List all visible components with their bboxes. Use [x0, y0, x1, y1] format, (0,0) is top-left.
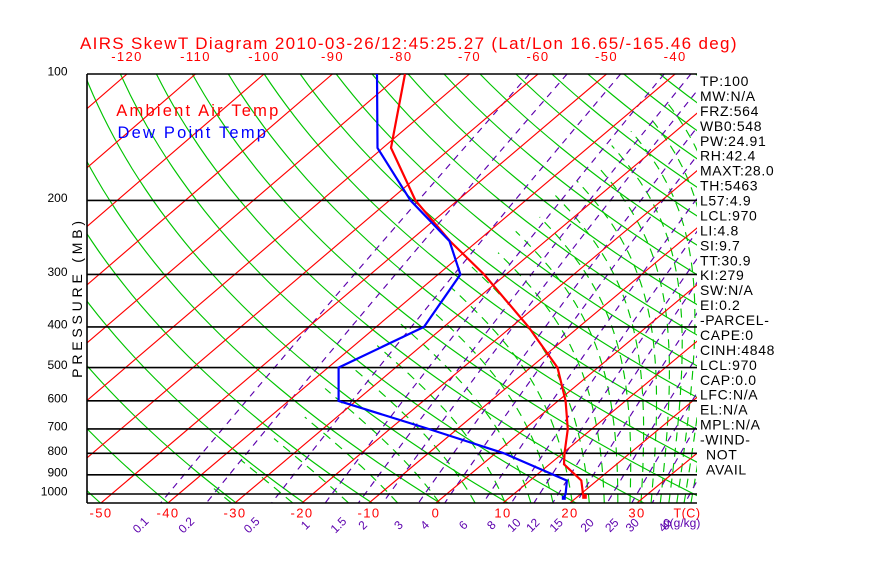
svg-text:L57:4.9: L57:4.9 [700, 193, 751, 209]
svg-text:CINH:4848: CINH:4848 [700, 342, 775, 358]
svg-text:KI:279: KI:279 [700, 267, 744, 283]
svg-text:-90: -90 [321, 49, 344, 64]
svg-text:MW:N/A: MW:N/A [700, 88, 756, 104]
svg-text:-50: -50 [595, 49, 618, 64]
svg-text:-70: -70 [458, 49, 481, 64]
svg-text:200: 200 [47, 191, 67, 205]
svg-text:AIRS SkewT Diagram 2010-03-26/: AIRS SkewT Diagram 2010-03-26/12:45:25.2… [80, 34, 738, 53]
svg-text:400: 400 [47, 317, 67, 331]
svg-text:-60: -60 [527, 49, 550, 64]
svg-text:NOT: NOT [706, 447, 738, 463]
svg-text:-10: -10 [358, 506, 381, 521]
svg-text:0: 0 [432, 506, 441, 521]
svg-text:300: 300 [47, 265, 67, 279]
svg-text:-20: -20 [291, 506, 314, 521]
svg-text:CAPE:0: CAPE:0 [700, 327, 754, 343]
svg-text:FRZ:564: FRZ:564 [700, 103, 759, 119]
svg-text:LFC:N/A: LFC:N/A [700, 387, 758, 403]
svg-text:800: 800 [47, 444, 67, 458]
svg-text:LCL:970: LCL:970 [700, 357, 757, 373]
svg-text:TT:30.9: TT:30.9 [700, 252, 751, 268]
svg-text:Ambient Air Temp: Ambient Air Temp [116, 102, 280, 120]
svg-text:WB0:548: WB0:548 [700, 118, 762, 134]
svg-text:-40: -40 [157, 506, 180, 521]
svg-text:100: 100 [47, 65, 67, 79]
svg-text:20: 20 [561, 506, 578, 521]
svg-text:EI:0.2: EI:0.2 [700, 297, 740, 313]
svg-text:T(C): T(C) [674, 507, 701, 521]
svg-text:TP:100: TP:100 [700, 73, 749, 89]
svg-text:SI:9.7: SI:9.7 [700, 237, 740, 253]
svg-text:10: 10 [494, 506, 511, 521]
svg-text:LCL:970: LCL:970 [700, 208, 757, 224]
svg-text:CAP:0.0: CAP:0.0 [700, 372, 757, 388]
svg-text:PRESSURE (MB): PRESSURE (MB) [69, 217, 85, 378]
svg-text:-110: -110 [180, 49, 211, 64]
svg-text:-40: -40 [664, 49, 687, 64]
svg-text:Dew Point Temp: Dew Point Temp [118, 124, 269, 142]
svg-text:30: 30 [628, 506, 645, 521]
svg-text:600: 600 [47, 391, 67, 405]
svg-text:-30: -30 [224, 506, 247, 521]
svg-text:-WIND-: -WIND- [700, 432, 751, 448]
svg-text:900: 900 [47, 465, 67, 479]
svg-text:-100: -100 [248, 49, 280, 64]
svg-text:TH:5463: TH:5463 [700, 178, 758, 194]
svg-text:LI:4.8: LI:4.8 [700, 222, 739, 238]
svg-text:-120: -120 [111, 49, 143, 64]
svg-text:1000: 1000 [41, 485, 68, 499]
svg-text:-50: -50 [90, 506, 113, 521]
svg-text:g(g/kg): g(g/kg) [663, 516, 700, 530]
svg-text:700: 700 [47, 419, 67, 433]
svg-text:PW:24.91: PW:24.91 [700, 133, 766, 149]
svg-text:EL:N/A: EL:N/A [700, 402, 748, 418]
svg-text:MAXT:28.0: MAXT:28.0 [700, 163, 774, 179]
svg-text:-80: -80 [390, 49, 413, 64]
svg-text:-PARCEL-: -PARCEL- [700, 312, 770, 328]
svg-text:MPL:N/A: MPL:N/A [700, 417, 761, 433]
svg-text:500: 500 [47, 358, 67, 372]
svg-text:RH:42.4: RH:42.4 [700, 148, 756, 164]
svg-text:AVAIL: AVAIL [706, 461, 747, 477]
svg-text:SW:N/A: SW:N/A [700, 282, 753, 298]
